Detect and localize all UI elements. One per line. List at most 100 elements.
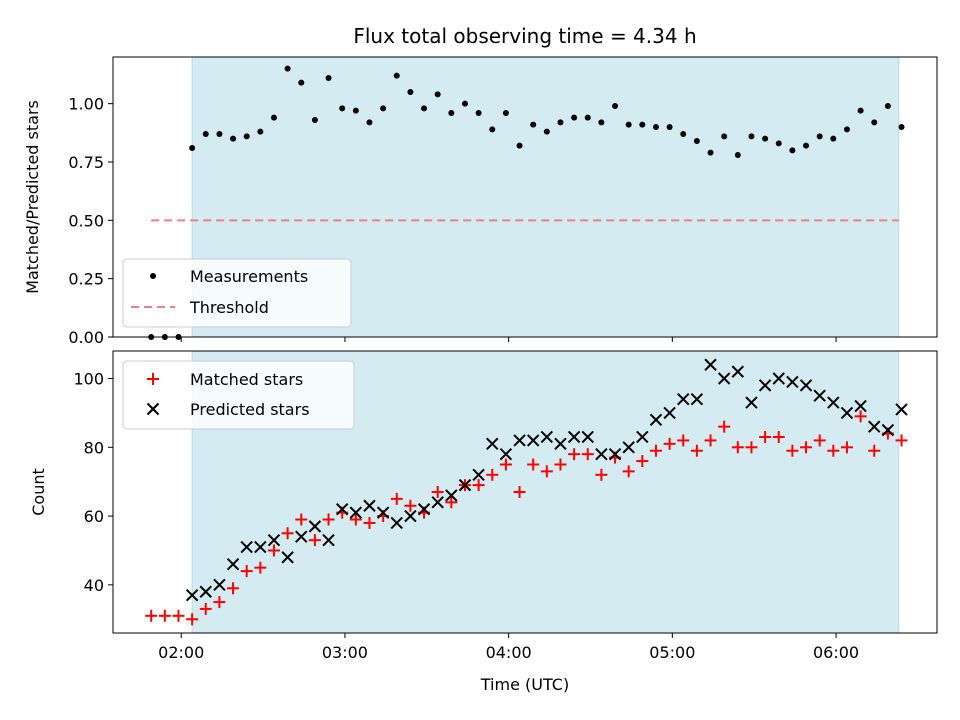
x-tick-label: 06:00 <box>813 643 859 662</box>
measurement-point <box>898 124 905 130</box>
measurement-point <box>639 121 646 128</box>
predicted-star-point <box>649 413 663 426</box>
predicted-star-point <box>390 516 403 530</box>
measurement-point <box>775 140 782 147</box>
count-panel: 40 60 80 100 02:00 03:00 04:00 05:00 06:00 Coun… <box>29 350 938 694</box>
x-tick-label: 02:00 <box>158 643 204 662</box>
y-tick-label: 80 <box>84 438 104 457</box>
measurement-point <box>311 117 318 123</box>
measurement-point <box>339 105 346 112</box>
measurement-point <box>502 110 509 116</box>
measurement-point <box>830 135 837 142</box>
measurement-point <box>762 135 769 142</box>
matched-star-point <box>145 609 158 622</box>
matched-star-point <box>800 441 813 454</box>
predicted-star-point <box>526 434 540 447</box>
measurement-point <box>380 105 387 112</box>
predicted-star-point <box>486 437 499 451</box>
top-x-ticks <box>180 337 837 342</box>
matched-star-point <box>636 455 649 468</box>
predicted-star-point <box>267 533 281 547</box>
matched-star-point <box>731 441 744 454</box>
matched-star-point <box>281 527 294 540</box>
measurement-point <box>407 89 414 95</box>
predicted-star-point <box>772 372 785 385</box>
legend-x-marker <box>146 402 160 416</box>
predicted-star-point <box>554 437 567 451</box>
legend-label-predicted: Predicted stars <box>190 400 310 419</box>
x-tick-label: 04:00 <box>486 643 532 662</box>
top-legend-box <box>122 258 352 328</box>
predicted-star-point <box>513 434 526 447</box>
predicted-star-point <box>636 430 649 444</box>
predicted-star-point <box>786 375 799 389</box>
measurement-point <box>393 72 400 79</box>
measurement-point <box>857 107 864 114</box>
matched-star-point <box>704 434 717 447</box>
matched-star-point <box>486 468 499 481</box>
matched-star-point <box>540 465 553 478</box>
predicted-star-point <box>472 468 485 482</box>
predicted-star-point <box>185 588 199 602</box>
measurement-point <box>284 65 291 72</box>
predicted-star-point <box>431 496 444 509</box>
measurement-point <box>243 133 250 140</box>
matched-star-point <box>499 458 512 471</box>
matched-star-point <box>472 479 485 492</box>
matched-star-point <box>390 492 403 505</box>
predicted-star-point <box>540 430 554 444</box>
matched-star-point <box>240 565 253 578</box>
top-axes-frame <box>112 56 938 338</box>
predicted-star-point <box>445 489 458 502</box>
measurement-point <box>625 121 632 128</box>
predicted-star-point <box>731 365 745 378</box>
predicted-star-point <box>240 540 253 554</box>
measurement-point <box>652 124 659 130</box>
legend-label-threshold: Threshold <box>189 298 269 317</box>
measurement-point <box>884 103 891 109</box>
matched-star-point <box>745 441 758 454</box>
bottom-y-ticks: 40 60 80 100 <box>73 370 113 595</box>
x-tick-label: 05:00 <box>649 643 695 662</box>
predicted-star-point <box>404 509 417 523</box>
predicted-star-point <box>213 578 226 592</box>
predicted-star-point <box>868 420 881 433</box>
predicted-star-point <box>745 396 758 409</box>
matched-star-point <box>431 486 444 498</box>
predicted-star-point <box>458 478 472 492</box>
measurement-point <box>557 119 564 126</box>
matched-star-point <box>690 444 703 457</box>
chart-title: Flux total observing time = 4.34 h <box>353 24 696 48</box>
measurement-point <box>461 100 468 107</box>
matched-star-point <box>895 434 908 447</box>
measurement-point <box>366 119 373 126</box>
measurement-point <box>230 135 237 142</box>
matched-star-point <box>854 410 867 423</box>
matched-star-point <box>813 434 826 447</box>
matched-star-point <box>554 458 567 471</box>
predicted-star-point <box>595 447 608 461</box>
measurement-point <box>434 91 441 98</box>
predicted-star-point <box>376 506 390 519</box>
measurement-point <box>475 110 482 116</box>
predicted-star-point <box>581 430 594 444</box>
measurement-point <box>584 114 591 121</box>
y-tick-label: 0.00 <box>68 328 104 347</box>
legend-label-matched: Matched stars <box>190 370 303 389</box>
predicted-star-point <box>840 406 854 420</box>
measurement-point <box>421 105 428 112</box>
matched-star-point <box>267 544 280 557</box>
matched-star-point <box>527 458 540 471</box>
top-legend: Measurements Threshold <box>122 258 352 328</box>
x-axis-label: Time (UTC) <box>480 675 569 694</box>
matched-star-point <box>868 444 881 457</box>
measurement-point <box>693 138 700 144</box>
measurement-point <box>543 128 550 135</box>
predicted-star-point <box>254 540 267 554</box>
measurement-point <box>843 126 850 133</box>
y-tick-label: 0.75 <box>68 153 104 172</box>
count-points <box>145 358 908 626</box>
matched-star-point <box>827 444 840 457</box>
matched-star-point <box>718 420 731 433</box>
